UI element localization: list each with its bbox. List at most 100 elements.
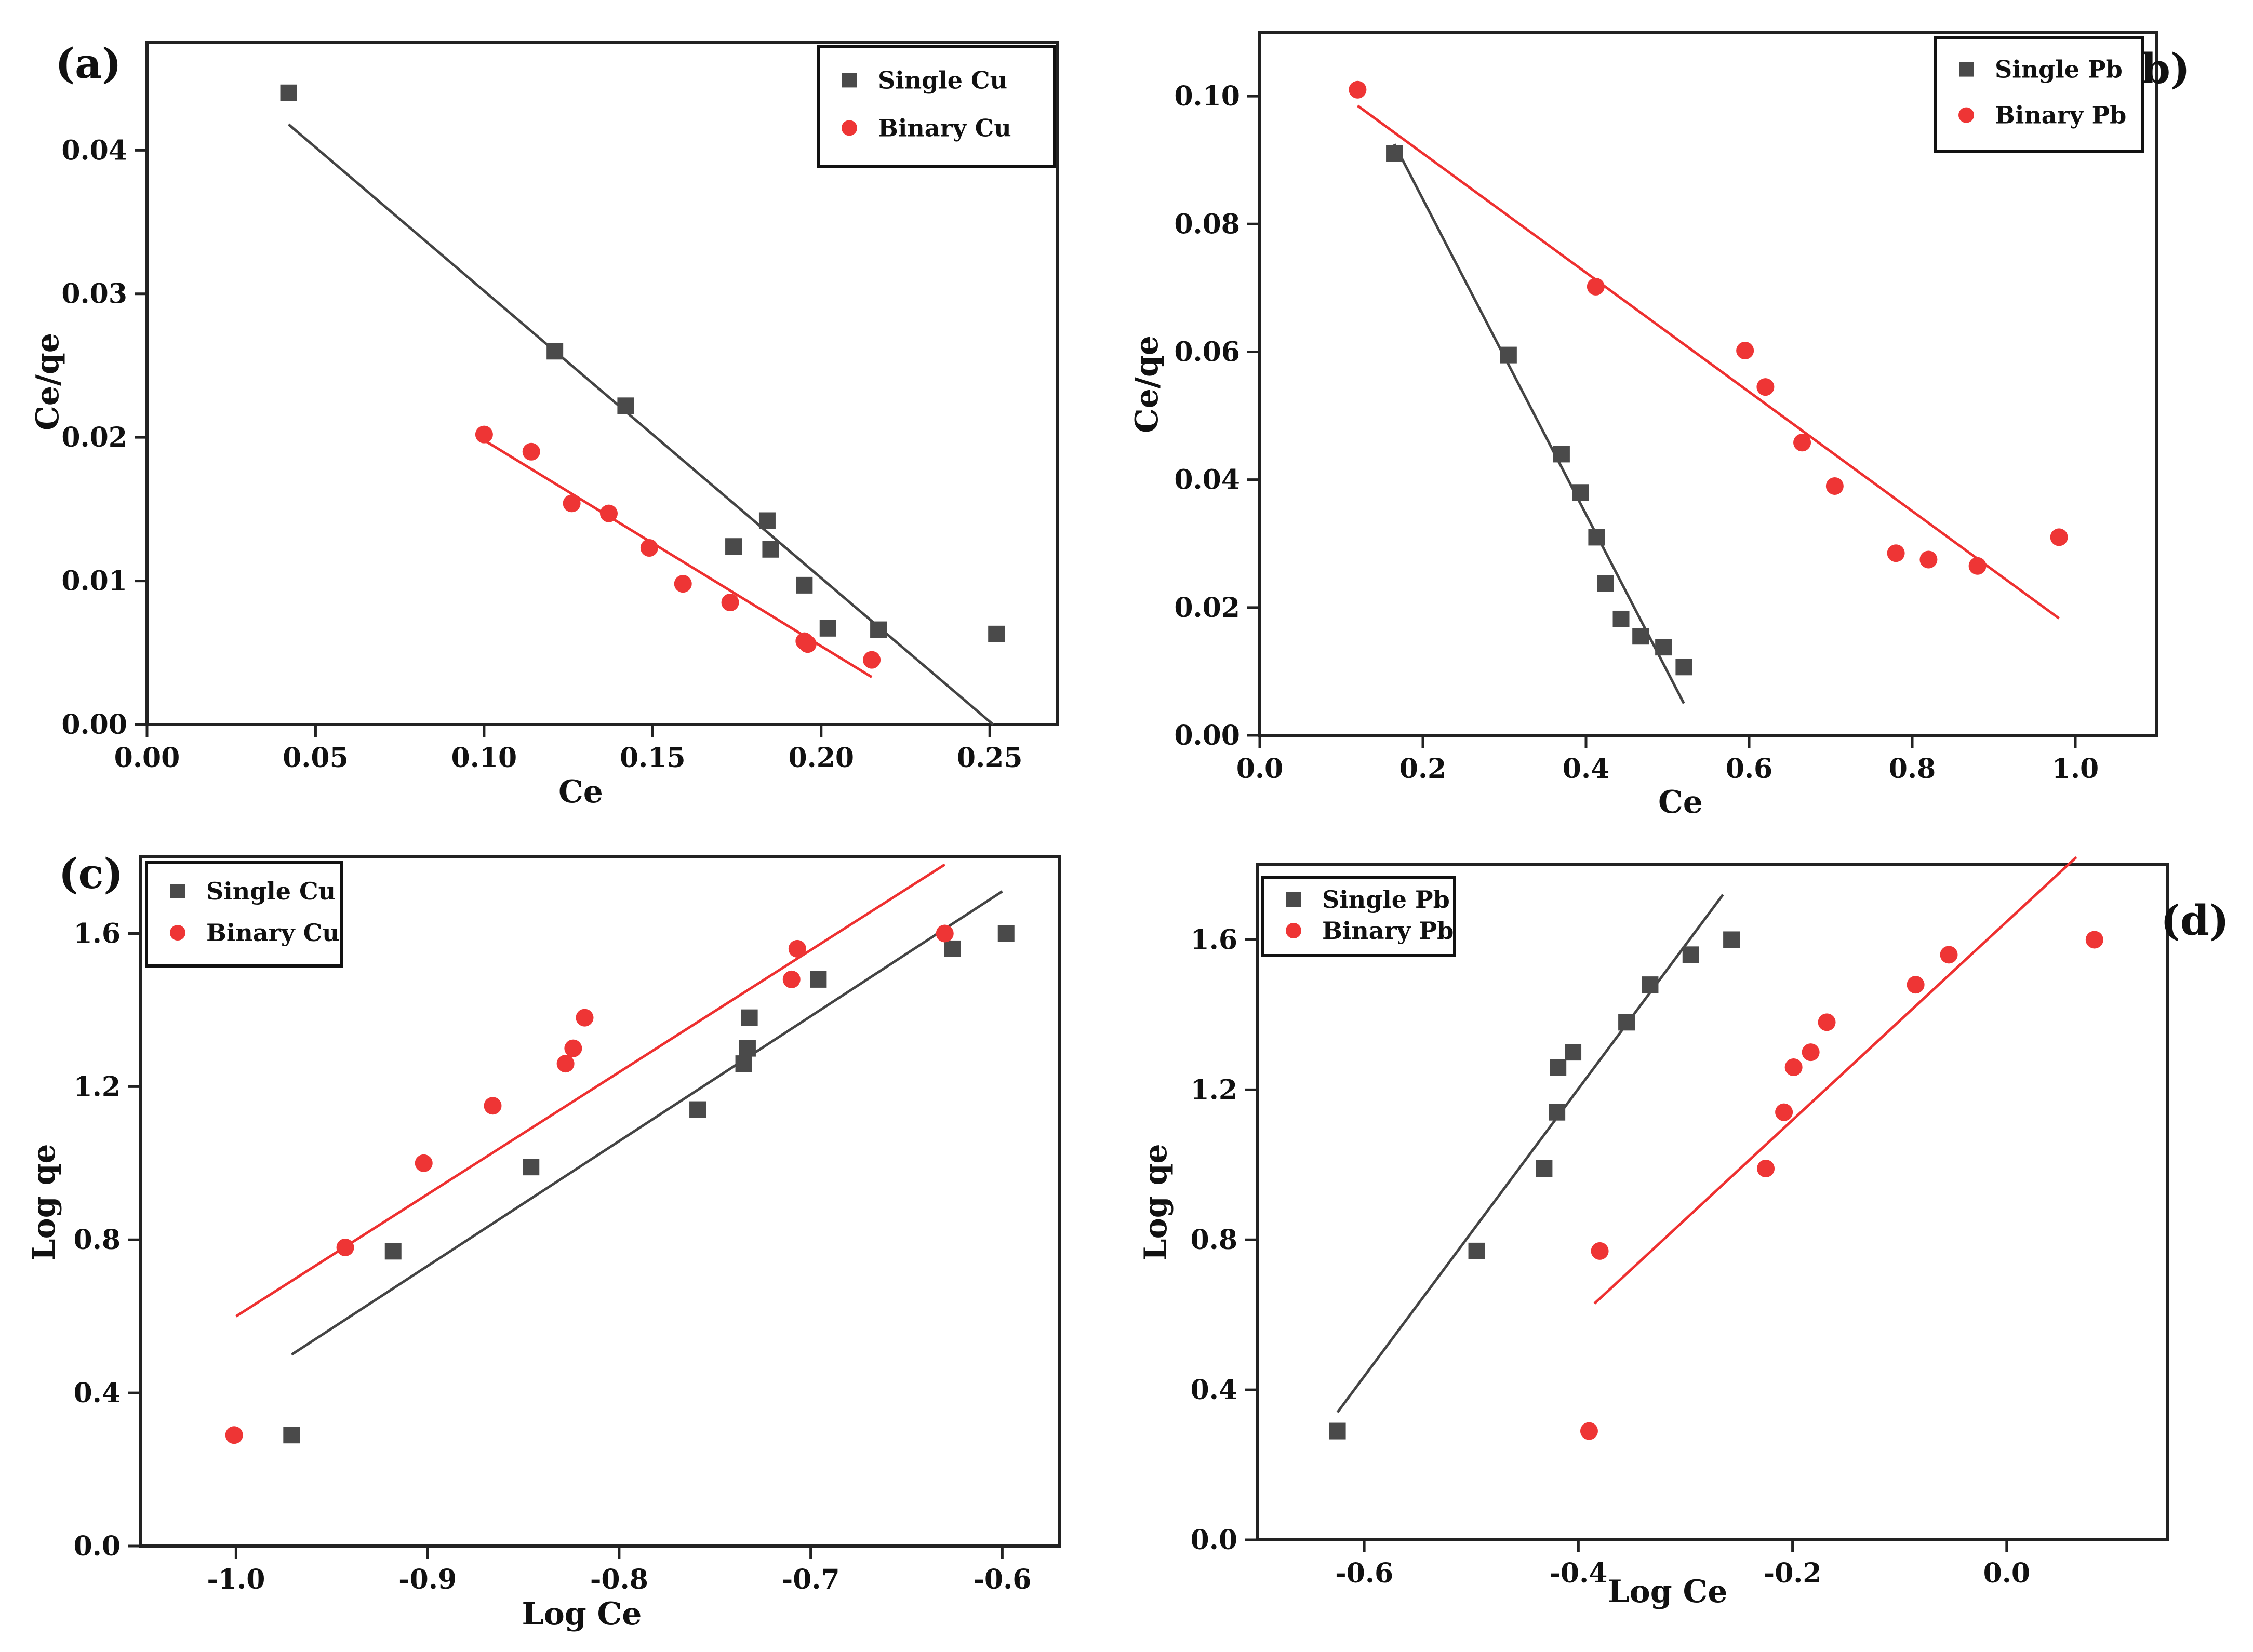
data-point-circle [1968,557,1987,575]
data-point-square [1723,931,1740,948]
x-tick-label: 0.4 [1563,753,1609,785]
y-axis-title: Log qe [26,1144,62,1260]
y-tick-label: 1.2 [74,1071,121,1103]
legend: Single Pb Binary Pb [1934,36,2144,153]
data-point-circle [1757,1160,1775,1177]
data-point-square [1553,446,1570,463]
data-point-circle [1940,946,1958,964]
x-tick-label: 0.20 [788,742,854,774]
data-point-circle [863,651,881,669]
data-point-square [1682,946,1699,963]
data-point-square [1500,346,1517,364]
data-point-circle [564,1039,582,1057]
data-point-square [1572,484,1589,501]
x-axis-title: Log Ce [522,1596,642,1632]
plot-frame [1258,31,2158,737]
legend-marker-circle [1958,107,1974,123]
data-point-circle [798,635,817,653]
plot-frame [145,41,1059,726]
data-point-square [1468,1242,1485,1259]
data-point-square [1612,610,1630,627]
data-point-circle [1919,550,1938,569]
data-point-square [280,84,297,101]
x-tick-label: -0.9 [398,1564,457,1595]
data-point-square [384,1243,402,1260]
data-point-circle [2050,528,2068,546]
y-tick-label: 1.2 [1191,1074,1237,1106]
fit-line-0 [290,890,1003,1356]
fit-line-1 [1593,856,2077,1305]
x-tick-label: 0.05 [283,742,349,774]
data-point-circle [1907,976,1925,994]
data-point-square [1536,1160,1553,1177]
legend-frame [1261,876,1456,957]
chart-panel-3: -1.0 -0.9 -0.8 -0.7 -0.6 0.0 0.4 0.8 1.2 1.6 Log C… [26,849,1061,1632]
y-tick-label: 0.10 [1174,80,1240,112]
plot-frame [1256,863,2169,1541]
fit-line-0 [1336,894,1724,1413]
data-point-circle [563,494,581,513]
data-point-square [523,1159,540,1176]
y-tick-label: 0.4 [74,1377,121,1409]
legend-label: Single Pb [1995,56,2123,84]
data-point-circle [1793,434,1811,452]
y-tick-label: 0.04 [61,135,127,166]
y-tick-label: 0.08 [1174,208,1240,240]
legend-label: Binary Pb [1322,917,1454,945]
data-point-circle [788,939,806,958]
y-tick-label: 0.02 [1174,592,1240,624]
panel-label: (d) [2161,896,2229,945]
data-point-square [1386,145,1403,162]
y-tick-label: 0.4 [1191,1374,1237,1406]
data-point-circle [599,504,618,522]
chart-panel-1: 0.00 0.05 0.10 0.15 0.20 0.25 0.00 0.01 0.02 0.03… [30,39,1059,810]
data-point-square [870,621,887,638]
data-point-circle [1587,277,1605,296]
data-point-circle [640,539,658,557]
x-tick-label: -0.4 [1549,1557,1607,1589]
y-tick-label: 0.0 [74,1530,121,1562]
x-axis-title: Ce [558,774,603,810]
y-axis-title: Log qe [1138,1144,1174,1260]
legend-label: Single Cu [878,66,1007,94]
legend-label: Binary Pb [1995,101,2126,129]
data-point-circle [475,425,493,444]
y-tick-label: 1.6 [74,918,121,949]
y-tick-label: 1.6 [1191,924,1237,956]
data-point-circle [1784,1058,1803,1076]
data-point-square [546,343,564,360]
y-tick-label: 0.06 [1174,336,1240,368]
data-point-circle [1736,341,1754,359]
data-point-circle [1349,80,1367,99]
data-point-square [735,1055,752,1072]
legend-marker-circle [842,120,857,136]
data-point-circle [484,1097,502,1115]
y-axis-title: Ce/qe [30,333,66,431]
data-point-square [758,512,776,529]
x-axis-title: Log Ce [1608,1574,1728,1610]
y-tick-label: 0.8 [74,1224,121,1256]
x-tick-label: 0.0 [1236,753,1283,785]
data-point-square [944,940,961,957]
legend-label: Binary Cu [878,114,1011,142]
legend: Single Pb Binary Pb [1261,876,1456,957]
data-point-square [1632,628,1649,645]
data-point-square [1565,1044,1582,1061]
data-point-circle [936,924,954,943]
x-tick-label: -0.7 [782,1564,840,1595]
legend-frame [1934,36,2144,153]
x-tick-label: -1.0 [207,1564,265,1595]
legend: Single Cu Binary Cu [145,861,343,968]
data-point-square [1550,1059,1567,1076]
legend-marker-square [842,73,857,88]
x-tick-label: 0.10 [451,742,517,774]
fit-line-0 [1393,143,1685,704]
data-point-square [1549,1104,1566,1121]
data-point-circle [721,594,739,612]
x-tick-label: -0.6 [973,1564,1031,1595]
x-tick-label: 0.15 [620,742,686,774]
legend: Single Cu Binary Cu [817,45,1056,168]
y-tick-label: 0.01 [61,566,127,597]
data-point-circle [1756,378,1775,396]
chart-panel-2: 0.0 0.2 0.4 0.6 0.8 1.0 0.00 0.02 0.04 0.06 0.08 0.… [1129,31,2190,821]
